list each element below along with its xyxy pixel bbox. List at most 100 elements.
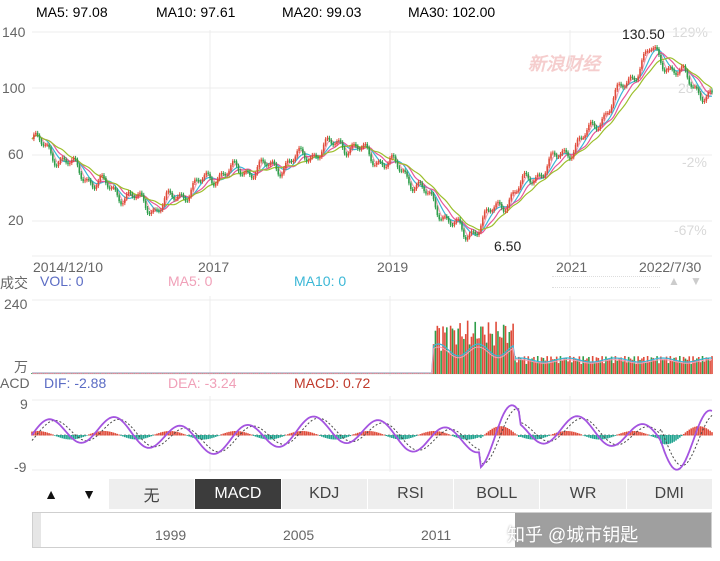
price-candle	[99, 176, 101, 181]
navigator-selected-window[interactable]	[515, 513, 711, 547]
macd-histogram-bar	[72, 435, 75, 440]
macd-histogram-bar	[682, 433, 685, 436]
macd-histogram-bar	[688, 429, 691, 436]
volume-bar	[618, 357, 620, 374]
date-tick-2021: 2021	[556, 259, 588, 275]
price-candle	[411, 189, 414, 192]
macd-histogram-bar	[519, 435, 522, 437]
price-series	[31, 47, 713, 238]
macd-histogram-bar	[125, 435, 128, 438]
macd-histogram-bar	[197, 435, 200, 440]
tab-wr[interactable]: WR	[539, 479, 626, 509]
price-candle	[78, 165, 81, 173]
price-candle	[273, 161, 276, 164]
macd-histogram-bar	[180, 433, 183, 436]
macd-histogram-bar	[385, 435, 388, 437]
macd-histogram-bar	[400, 435, 403, 440]
price-candle	[349, 148, 352, 154]
price-candle	[582, 137, 584, 139]
macd-histogram-bar	[150, 435, 153, 437]
volume-pane-up-icon[interactable]: ▲	[668, 274, 680, 288]
price-candle	[124, 198, 126, 204]
volume-bar	[591, 356, 594, 374]
price-candle	[542, 176, 545, 178]
price-candle	[285, 162, 287, 169]
price-candle	[241, 174, 244, 176]
scroll-up-button[interactable]: ▲	[32, 479, 70, 509]
price-candle	[438, 215, 441, 220]
range-navigator[interactable]: 1999 2005 2011 知乎 @城市钥匙	[32, 512, 712, 548]
price-candle	[635, 79, 638, 81]
price-candle	[146, 208, 149, 214]
price-candle	[294, 156, 297, 161]
price-candle	[652, 48, 655, 50]
price-candle	[502, 208, 505, 212]
price-candle	[391, 155, 393, 159]
tab-boll[interactable]: BOLL	[453, 479, 540, 509]
price-candle	[491, 210, 494, 212]
volume-bar	[627, 356, 630, 374]
volume-bar	[644, 362, 647, 374]
macd-histogram-bar	[546, 435, 549, 437]
volume-bar	[451, 328, 454, 374]
price-candle	[366, 144, 369, 148]
price-candle	[612, 98, 615, 107]
macd-histogram-bar	[218, 435, 221, 436]
volume-pane-down-icon[interactable]: ▼	[690, 274, 702, 288]
scroll-down-button[interactable]: ▼	[70, 479, 108, 509]
volume-bar	[648, 361, 651, 374]
tab-rsi[interactable]: RSI	[366, 479, 454, 509]
macd-histogram-bar	[514, 433, 516, 436]
volume-bar	[548, 363, 550, 374]
macd-histogram-bar	[190, 435, 192, 438]
price-candle	[398, 167, 401, 171]
macd-histogram-bar	[387, 435, 389, 437]
macd-histogram-bar	[584, 435, 586, 437]
volume-bar	[614, 356, 617, 374]
tab-dmi[interactable]: DMI	[625, 479, 712, 509]
price-candle	[576, 139, 579, 145]
tab-none[interactable]: 无	[108, 479, 195, 509]
tab-macd[interactable]: MACD	[194, 479, 281, 509]
macd-histogram-bar	[275, 435, 278, 439]
volume-bar	[686, 359, 689, 374]
macd-histogram-bar	[466, 435, 469, 440]
price-candle	[235, 161, 238, 166]
tab-kdj[interactable]: KDJ	[280, 479, 367, 509]
volume-bar	[502, 324, 505, 374]
price-candle	[394, 156, 397, 162]
macd-histogram-bar	[392, 435, 395, 439]
macd-histogram-bar	[449, 434, 452, 436]
price-candle	[703, 100, 706, 102]
volume-bar	[457, 328, 459, 374]
volume-bar	[432, 344, 435, 374]
macd-histogram-bar	[48, 433, 50, 436]
macd-histogram-bar	[103, 430, 105, 436]
price-candle	[711, 90, 713, 93]
macd-histogram-bar	[535, 435, 537, 440]
price-candle	[213, 183, 215, 186]
macd-histogram-bar	[523, 435, 526, 439]
price-candle	[76, 159, 79, 166]
volume-bar	[483, 334, 486, 374]
price-candle	[171, 192, 173, 197]
volume-bar	[504, 325, 507, 374]
macd-histogram-bar	[241, 431, 244, 436]
navigator-left-handle[interactable]	[33, 513, 41, 547]
price-candle	[696, 86, 698, 89]
price-candle	[61, 157, 64, 160]
price-candle	[302, 148, 304, 154]
price-candle	[247, 170, 249, 172]
price-candle	[400, 170, 403, 172]
macd-histogram-bar	[332, 435, 334, 440]
price-candle	[286, 160, 289, 163]
price-candle	[201, 179, 204, 182]
volume-bar	[480, 326, 482, 374]
volume-bar	[603, 363, 605, 374]
price-candle	[567, 152, 569, 157]
price-candle	[569, 156, 571, 159]
volume-bar	[599, 360, 602, 374]
macd-histogram-bar	[205, 435, 208, 440]
volume-bar	[646, 356, 649, 374]
price-candle	[669, 67, 672, 69]
